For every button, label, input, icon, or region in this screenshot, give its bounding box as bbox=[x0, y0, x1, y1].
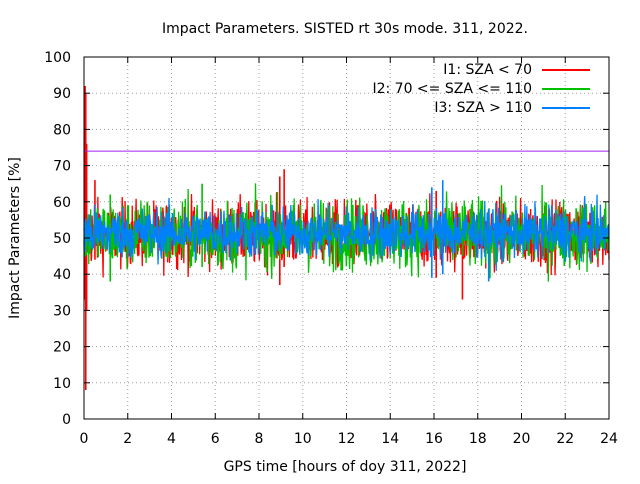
x-axis-label: GPS time [hours of doy 311, 2022] bbox=[224, 459, 467, 475]
y-tick-label: 30 bbox=[53, 303, 71, 319]
y-tick-label: 100 bbox=[44, 50, 71, 66]
x-tick-label: 0 bbox=[80, 431, 89, 447]
x-tick-label: 6 bbox=[211, 431, 220, 447]
x-tick-label: 16 bbox=[425, 431, 443, 447]
y-tick-label: 50 bbox=[53, 231, 71, 247]
x-tick-label: 18 bbox=[469, 431, 487, 447]
legend-label-i3: I3: SZA > 110 bbox=[434, 100, 532, 116]
y-tick-label: 60 bbox=[53, 195, 71, 211]
series-line-3 bbox=[83, 194, 610, 271]
y-tick-label: 80 bbox=[53, 122, 71, 138]
legend-label-i1: I1: SZA < 70 bbox=[443, 62, 532, 78]
legend: I1: SZA < 70 I2: 70 <= SZA <= 110 I3: SZ… bbox=[372, 62, 590, 116]
x-tick-label: 14 bbox=[381, 431, 399, 447]
legend-label-i2: I2: 70 <= SZA <= 110 bbox=[372, 81, 532, 97]
y-tick-label: 90 bbox=[53, 86, 71, 102]
x-tick-label: 2 bbox=[123, 431, 132, 447]
tick-layer: 0 2 4 6 8 10 12 14 16 18 20 22 240102030405060708090… bbox=[44, 50, 618, 447]
x-tick-label: 10 bbox=[294, 431, 312, 447]
x-tick-label: 12 bbox=[338, 431, 356, 447]
x-tick-label: 4 bbox=[167, 431, 176, 447]
chart-title: Impact Parameters. SISTED rt 30s mode. 3… bbox=[162, 21, 528, 37]
x-tick-label: 20 bbox=[513, 431, 531, 447]
series-layer bbox=[83, 85, 610, 391]
y-tick-label: 20 bbox=[53, 340, 71, 356]
y-tick-label: 40 bbox=[53, 267, 71, 283]
series-line-2 bbox=[83, 183, 610, 282]
y-axis-label: Impact Parameters [%] bbox=[7, 157, 23, 319]
y-tick-label: 10 bbox=[53, 376, 71, 392]
y-tick-label: 70 bbox=[53, 159, 71, 175]
y-tick-label: 0 bbox=[62, 412, 71, 428]
x-tick-label: 8 bbox=[255, 431, 264, 447]
x-tick-label: 22 bbox=[556, 431, 574, 447]
x-tick-label: 24 bbox=[600, 431, 618, 447]
